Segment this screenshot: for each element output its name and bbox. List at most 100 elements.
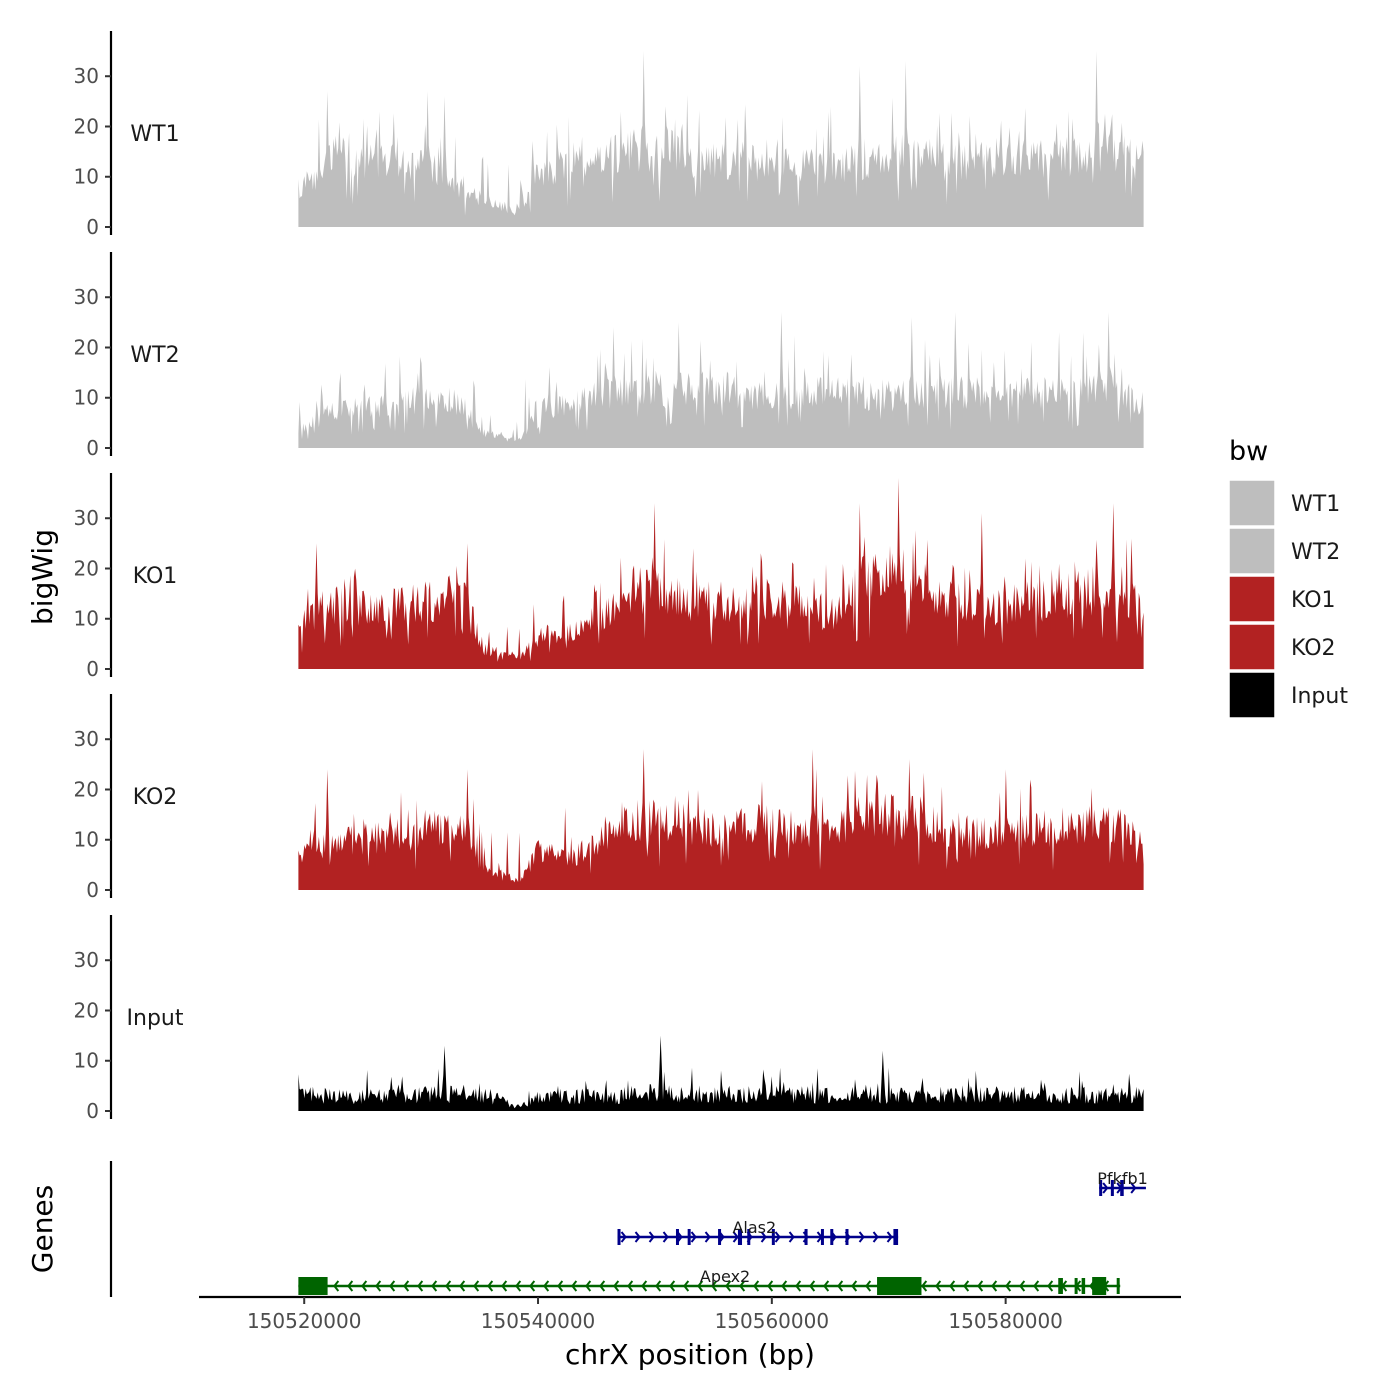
x-tick-label: 150580000 xyxy=(948,1309,1063,1333)
strand-arrow xyxy=(795,1280,802,1292)
legend-swatch-input xyxy=(1228,671,1276,719)
strand-arrow xyxy=(1102,1182,1109,1194)
gene-exon xyxy=(1110,1180,1114,1196)
strand-arrow xyxy=(515,1280,522,1292)
legend-swatch-wt2 xyxy=(1228,527,1276,575)
strand-arrow xyxy=(704,1231,711,1243)
y-tick-label: 10 xyxy=(74,1049,99,1073)
legend-title: bw xyxy=(1229,436,1268,467)
strand-arrow xyxy=(487,1280,494,1292)
track-wt1: 0 10 20 30 WT1 xyxy=(74,31,1144,239)
gene-exon xyxy=(893,1229,899,1245)
strand-arrow xyxy=(690,1231,697,1243)
gene-exon xyxy=(675,1229,679,1245)
strand-arrow xyxy=(788,1231,795,1243)
strand-arrow xyxy=(634,1231,641,1243)
strand-arrow xyxy=(858,1231,865,1243)
gene-exon xyxy=(1120,1180,1124,1196)
strand-arrow xyxy=(760,1231,767,1243)
strand-arrow xyxy=(459,1280,466,1292)
y-tick-label: 10 xyxy=(74,386,99,410)
strand-arrow xyxy=(753,1280,760,1292)
gene-exon xyxy=(830,1229,834,1245)
track-wt2: 0 10 20 30 WT2 xyxy=(74,252,1144,460)
legend-label-ko2: KO2 xyxy=(1291,636,1336,661)
strand-arrow xyxy=(865,1280,872,1292)
track-label: WT2 xyxy=(130,343,179,368)
strand-arrow xyxy=(781,1280,788,1292)
track-label: KO1 xyxy=(133,564,178,589)
strand-arrow xyxy=(389,1280,396,1292)
strand-arrow xyxy=(963,1280,970,1292)
strand-arrow xyxy=(1130,1182,1137,1194)
y-tick-label: 30 xyxy=(74,285,99,309)
strand-arrow xyxy=(557,1280,564,1292)
gene-pfkfb1: Pfkfb1 xyxy=(1097,1169,1148,1196)
genes-axis-title: Genes xyxy=(26,1185,59,1273)
x-tick-label: 150560000 xyxy=(715,1309,830,1333)
strand-arrow xyxy=(1019,1280,1026,1292)
strand-arrow xyxy=(417,1280,424,1292)
legend-swatch-ko1 xyxy=(1228,575,1276,623)
strand-arrow xyxy=(921,1280,928,1292)
gene-exon xyxy=(820,1229,824,1245)
gene-label: Pfkfb1 xyxy=(1097,1169,1148,1188)
strand-arrow xyxy=(529,1280,536,1292)
strand-arrow xyxy=(774,1231,781,1243)
strand-arrow xyxy=(445,1280,452,1292)
y-tick-label: 30 xyxy=(74,64,99,88)
y-tick-label: 30 xyxy=(74,948,99,972)
track-ko1: 0 10 20 30 KO1 xyxy=(74,473,1144,681)
signal-area xyxy=(298,312,1144,448)
gene-exon xyxy=(845,1229,849,1245)
signal-area xyxy=(298,478,1144,669)
legend-label-wt1: WT1 xyxy=(1291,492,1340,517)
gene-exon xyxy=(877,1277,922,1295)
y-tick-label: 0 xyxy=(86,215,99,239)
legend: bw WT1 WT2 KO1 KO2 Input xyxy=(1228,436,1348,719)
strand-arrow xyxy=(641,1280,648,1292)
strand-arrow xyxy=(501,1280,508,1292)
strand-arrow xyxy=(543,1280,550,1292)
y-tick-label: 0 xyxy=(86,657,99,681)
gene-exon xyxy=(1058,1278,1063,1294)
legend-label-ko1: KO1 xyxy=(1291,588,1336,613)
gene-exon xyxy=(1116,1278,1120,1294)
strand-arrow xyxy=(977,1280,984,1292)
legend-label-input: Input xyxy=(1291,684,1348,709)
strand-arrow xyxy=(333,1280,340,1292)
strand-arrow xyxy=(627,1280,634,1292)
strand-arrow xyxy=(809,1280,816,1292)
gene-exon xyxy=(1081,1278,1086,1294)
y-tick-label: 10 xyxy=(74,607,99,631)
x-tick-label: 150520000 xyxy=(247,1309,362,1333)
y-tick-label: 30 xyxy=(74,506,99,530)
strand-arrow xyxy=(837,1280,844,1292)
gene-exon xyxy=(1092,1277,1107,1295)
gene-exon xyxy=(1099,1180,1103,1196)
y-tick-label: 30 xyxy=(74,727,99,751)
y-tick-label: 20 xyxy=(74,777,99,801)
y-tick-label: 0 xyxy=(86,436,99,460)
gene-exon xyxy=(687,1229,691,1245)
track-input: 0 10 20 30 Input xyxy=(74,915,1144,1123)
strand-arrow xyxy=(711,1280,718,1292)
strand-arrow xyxy=(571,1280,578,1292)
strand-arrow xyxy=(949,1280,956,1292)
y-axis-title: bigWig xyxy=(26,529,59,625)
y-tick-label: 20 xyxy=(74,335,99,359)
signal-area xyxy=(298,51,1144,227)
gene-exon xyxy=(737,1229,743,1245)
y-tick-label: 0 xyxy=(86,878,99,902)
legend-swatch-ko2 xyxy=(1228,623,1276,671)
strand-arrow xyxy=(375,1280,382,1292)
y-tick-label: 10 xyxy=(74,828,99,852)
strand-arrow xyxy=(613,1280,620,1292)
gene-exon xyxy=(1074,1278,1078,1294)
track-label: WT1 xyxy=(130,122,179,147)
strand-arrow xyxy=(886,1231,893,1243)
strand-arrow xyxy=(725,1280,732,1292)
signal-area xyxy=(298,749,1144,890)
strand-arrow xyxy=(872,1231,879,1243)
gene-exon xyxy=(747,1229,751,1245)
